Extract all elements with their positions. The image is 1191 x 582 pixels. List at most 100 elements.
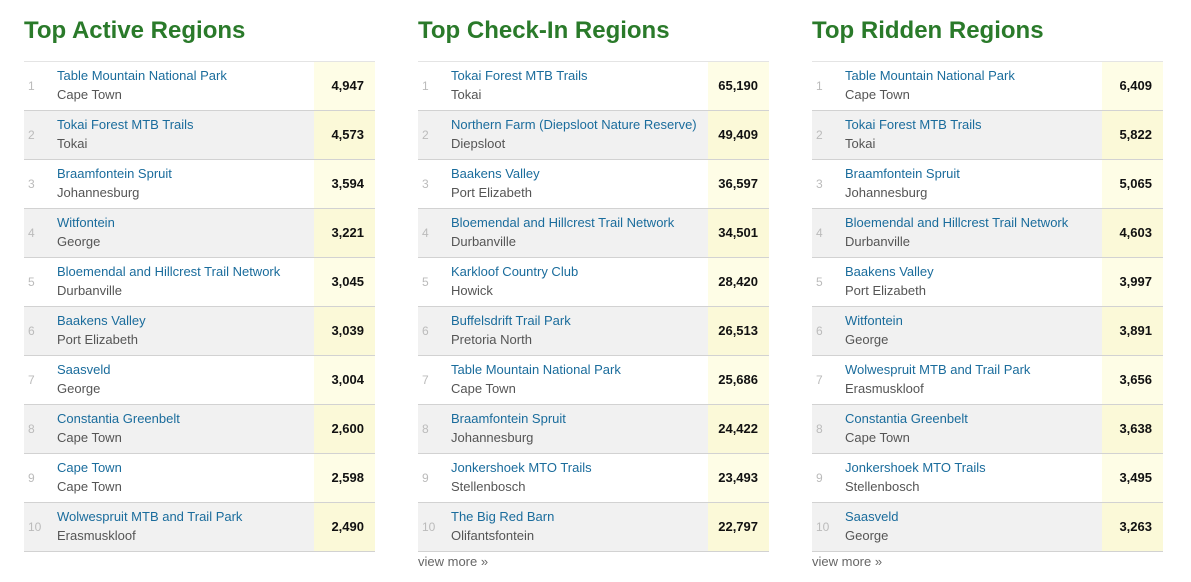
region-link[interactable]: Buffelsdrift Trail Park bbox=[451, 313, 571, 328]
region-link[interactable]: Witfontein bbox=[845, 313, 903, 328]
table-row: 5 Bloemendal and Hillcrest Trail Network D… bbox=[24, 258, 375, 307]
region-link[interactable]: Braamfontein Spruit bbox=[451, 411, 566, 426]
region-link[interactable]: Baakens Valley bbox=[845, 264, 934, 279]
rank-number: 8 bbox=[816, 422, 823, 436]
table-row: 5 Baakens Valley Port Elizabeth 3,997 bbox=[812, 258, 1163, 307]
region-count: 4,573 bbox=[314, 111, 375, 159]
table-row: 8 Constantia Greenbelt Cape Town 3,638 bbox=[812, 405, 1163, 454]
region-location: George bbox=[845, 332, 889, 347]
view-more-link[interactable]: view more » bbox=[418, 554, 489, 569]
region-location: Erasmuskloof bbox=[57, 528, 136, 543]
region-count: 3,594 bbox=[314, 160, 375, 208]
region-count: 3,656 bbox=[1102, 356, 1163, 404]
region-link[interactable]: Braamfontein Spruit bbox=[57, 166, 172, 181]
rank-number: 7 bbox=[422, 373, 429, 387]
table-row: 4 Witfontein George 3,221 bbox=[24, 209, 375, 258]
table-row: 3 Braamfontein Spruit Johannesburg 3,594 bbox=[24, 160, 375, 209]
region-count: 65,190 bbox=[708, 62, 769, 110]
table-row: 4 Bloemendal and Hillcrest Trail Network D… bbox=[812, 209, 1163, 258]
region-link[interactable]: Table Mountain National Park bbox=[845, 68, 1015, 83]
rank-number: 2 bbox=[28, 128, 35, 142]
rank-number: 6 bbox=[28, 324, 35, 338]
region-link[interactable]: Wolwespruit MTB and Trail Park bbox=[845, 362, 1031, 377]
view-more-link[interactable]: view more » bbox=[812, 554, 883, 569]
region-link[interactable]: Jonkershoek MTO Trails bbox=[845, 460, 986, 475]
rank-number: 3 bbox=[422, 177, 429, 191]
region-count: 2,598 bbox=[314, 454, 375, 502]
region-location: George bbox=[57, 234, 101, 249]
region-location: Olifantsfontein bbox=[451, 528, 535, 543]
region-location: George bbox=[57, 381, 101, 396]
table-row: 10 The Big Red Barn Olifantsfontein 22,797 bbox=[418, 503, 769, 552]
region-link[interactable]: Cape Town bbox=[57, 460, 122, 475]
table-row: 8 Constantia Greenbelt Cape Town 2,600 bbox=[24, 405, 375, 454]
table-row: 10 Saasveld George 3,263 bbox=[812, 503, 1163, 552]
rank-number: 10 bbox=[816, 520, 830, 534]
region-table: 1 Table Mountain National Park Cape Town 6,… bbox=[812, 61, 1163, 552]
region-location: Stellenbosch bbox=[451, 479, 526, 494]
region-location: Howick bbox=[451, 283, 493, 298]
region-link[interactable]: Tokai Forest MTB Trails bbox=[57, 117, 194, 132]
table-row: 5 Karkloof Country Club Howick 28,420 bbox=[418, 258, 769, 307]
region-link[interactable]: Tokai Forest MTB Trails bbox=[451, 68, 588, 83]
table-row: 2 Northern Farm (Diepsloot Nature Reserve… bbox=[418, 111, 769, 160]
rank-number: 1 bbox=[28, 79, 35, 93]
region-count: 3,263 bbox=[1102, 503, 1163, 551]
region-location: Cape Town bbox=[845, 430, 910, 445]
region-location: Cape Town bbox=[451, 381, 516, 396]
region-count: 49,409 bbox=[708, 111, 769, 159]
region-count: 3,221 bbox=[314, 209, 375, 257]
region-count: 36,597 bbox=[708, 160, 769, 208]
table-row: 2 Tokai Forest MTB Trails Tokai 5,822 bbox=[812, 111, 1163, 160]
region-link[interactable]: Table Mountain National Park bbox=[451, 362, 621, 377]
region-link[interactable]: Bloemendal and Hillcrest Trail Network bbox=[57, 264, 281, 279]
region-count: 3,045 bbox=[314, 258, 375, 306]
region-count: 4,603 bbox=[1102, 209, 1163, 257]
rank-number: 1 bbox=[422, 79, 429, 93]
region-link[interactable]: Karkloof Country Club bbox=[451, 264, 579, 279]
region-link[interactable]: Bloemendal and Hillcrest Trail Network bbox=[845, 215, 1069, 230]
region-link[interactable]: Constantia Greenbelt bbox=[57, 411, 180, 426]
region-count: 2,600 bbox=[314, 405, 375, 453]
region-link[interactable]: Braamfontein Spruit bbox=[845, 166, 960, 181]
region-link[interactable]: Table Mountain National Park bbox=[57, 68, 227, 83]
region-count: 3,495 bbox=[1102, 454, 1163, 502]
region-link[interactable]: Northern Farm (Diepsloot Nature Reserve) bbox=[451, 117, 697, 132]
table-row: 9 Jonkershoek MTO Trails Stellenbosch 23,49… bbox=[418, 454, 769, 503]
rank-number: 10 bbox=[422, 520, 436, 534]
region-count: 3,638 bbox=[1102, 405, 1163, 453]
region-count: 5,065 bbox=[1102, 160, 1163, 208]
region-location: Cape Town bbox=[57, 479, 122, 494]
region-count: 3,997 bbox=[1102, 258, 1163, 306]
table-row: 6 Buffelsdrift Trail Park Pretoria North 26… bbox=[418, 307, 769, 356]
region-link[interactable]: Saasveld bbox=[57, 362, 111, 377]
region-location: Tokai bbox=[845, 136, 876, 151]
region-link[interactable]: Baakens Valley bbox=[57, 313, 146, 328]
region-link[interactable]: Constantia Greenbelt bbox=[845, 411, 968, 426]
region-count: 6,409 bbox=[1102, 62, 1163, 110]
region-location: Tokai bbox=[57, 136, 88, 151]
region-location: Cape Town bbox=[57, 430, 122, 445]
table-row: 10 Wolwespruit MTB and Trail Park Erasmusk… bbox=[24, 503, 375, 552]
region-count: 24,422 bbox=[708, 405, 769, 453]
region-link[interactable]: Witfontein bbox=[57, 215, 115, 230]
region-link[interactable]: Tokai Forest MTB Trails bbox=[845, 117, 982, 132]
table-row: 4 Bloemendal and Hillcrest Trail Network D… bbox=[418, 209, 769, 258]
rank-number: 4 bbox=[816, 226, 823, 240]
region-link[interactable]: Saasveld bbox=[845, 509, 899, 524]
region-location: Johannesburg bbox=[57, 185, 140, 200]
rank-number: 1 bbox=[816, 79, 823, 93]
rank-number: 8 bbox=[422, 422, 429, 436]
region-link[interactable]: Baakens Valley bbox=[451, 166, 540, 181]
region-link[interactable]: Bloemendal and Hillcrest Trail Network bbox=[451, 215, 675, 230]
region-link[interactable]: The Big Red Barn bbox=[451, 509, 555, 524]
region-table: 1 Table Mountain National Park Cape Town 4,… bbox=[24, 61, 375, 552]
region-location: Durbanville bbox=[845, 234, 911, 249]
region-count: 2,490 bbox=[314, 503, 375, 551]
region-link[interactable]: Jonkershoek MTO Trails bbox=[451, 460, 592, 475]
region-count: 22,797 bbox=[708, 503, 769, 551]
region-location: Cape Town bbox=[57, 87, 122, 102]
region-link[interactable]: Wolwespruit MTB and Trail Park bbox=[57, 509, 243, 524]
rank-number: 7 bbox=[28, 373, 35, 387]
table-row: 6 Witfontein George 3,891 bbox=[812, 307, 1163, 356]
